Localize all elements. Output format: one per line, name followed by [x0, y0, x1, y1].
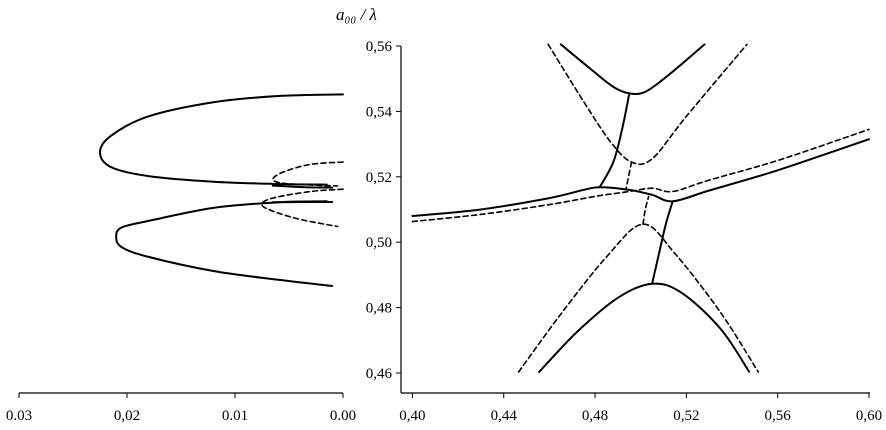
right-x-tick-label: 0,40 — [399, 408, 425, 424]
right-series-solid-2 — [559, 43, 706, 96]
right-x-tick-label: 0,56 — [765, 408, 792, 424]
right-series-dashed-4 — [547, 43, 748, 166]
y-tick-label: 0,50 — [366, 235, 392, 251]
right-series-dashed-1 — [411, 128, 870, 223]
left-x-tick-label: 0.03 — [6, 408, 32, 424]
y-axis-title: a₀₀ / λ — [336, 5, 377, 24]
right-series-dashed-8 — [625, 161, 633, 191]
left-panel: 0.03 0,02 0.01 0.00 — [6, 93, 356, 424]
right-series-solid-6 — [598, 92, 631, 189]
y-tick-label: 0,46 — [366, 366, 393, 382]
y-tick-label: 0,56 — [366, 39, 393, 55]
y-tick-label: 0,48 — [366, 301, 392, 317]
y-tick-label: 0,54 — [366, 104, 393, 120]
left-x-tick-label: 0.01 — [222, 408, 248, 424]
right-x-tick-label: 0,44 — [491, 408, 518, 424]
right-series-solid-7 — [651, 200, 674, 285]
right-x-tick-label: 0,60 — [856, 408, 882, 424]
left-x-tick-label: 0.00 — [330, 408, 356, 424]
left-series-solid-1 — [115, 200, 334, 287]
left-x-tick-label: 0,02 — [114, 408, 140, 424]
left-series-dashed-3 — [261, 188, 344, 228]
right-panel: 0,40 0,44 0,48 0,52 0,56 0,60 — [399, 43, 882, 424]
right-series-solid-0 — [411, 138, 870, 217]
right-x-tick-label: 0,52 — [673, 408, 699, 424]
right-series-dashed-9 — [642, 195, 650, 225]
y-axis: 0,46 0,48 0,50 0,52 0,54 0,56 — [366, 39, 402, 393]
right-x-tick-label: 0,48 — [582, 408, 608, 424]
left-series-solid-4 — [271, 184, 334, 189]
right-series-dashed-5 — [517, 223, 760, 373]
right-series-solid-3 — [538, 282, 751, 373]
y-tick-label: 0,52 — [366, 170, 392, 186]
left-series-solid-0 — [99, 93, 344, 186]
left-series-dashed-2 — [272, 161, 344, 187]
